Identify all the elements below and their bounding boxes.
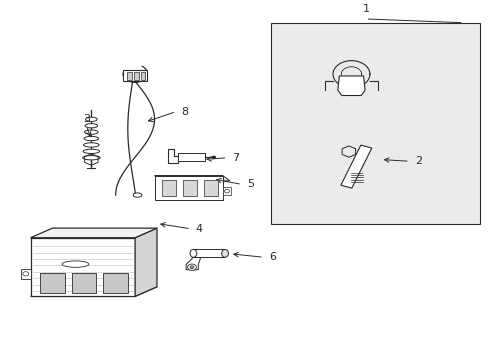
Polygon shape [168, 149, 178, 163]
Ellipse shape [190, 249, 197, 257]
Ellipse shape [83, 149, 100, 153]
Polygon shape [135, 228, 157, 296]
Bar [134, 72, 138, 80]
Text: 8: 8 [181, 107, 188, 117]
Text: 5: 5 [246, 179, 253, 189]
Ellipse shape [84, 136, 99, 141]
Ellipse shape [84, 130, 98, 134]
Polygon shape [30, 228, 157, 238]
Bar [271, 23, 479, 224]
Ellipse shape [221, 249, 228, 257]
Ellipse shape [85, 117, 97, 121]
Polygon shape [30, 238, 135, 296]
Polygon shape [186, 257, 201, 270]
Bar [222, 187, 231, 195]
Bar [141, 72, 145, 80]
Ellipse shape [83, 143, 99, 147]
Circle shape [187, 264, 196, 270]
Bar [183, 180, 197, 196]
Ellipse shape [133, 193, 142, 197]
Circle shape [190, 266, 194, 269]
Polygon shape [30, 287, 157, 296]
Bar [178, 153, 204, 161]
Bar [127, 72, 131, 80]
Polygon shape [154, 176, 222, 201]
Polygon shape [340, 145, 371, 188]
Bar [21, 269, 30, 279]
Ellipse shape [62, 261, 89, 267]
Bar [193, 249, 224, 257]
Bar [40, 273, 64, 293]
Ellipse shape [82, 156, 100, 160]
Circle shape [224, 189, 229, 193]
Text: 3: 3 [83, 114, 90, 124]
Bar [123, 70, 146, 81]
Text: 7: 7 [232, 153, 239, 163]
Circle shape [23, 272, 29, 276]
Ellipse shape [85, 123, 98, 128]
Ellipse shape [212, 156, 215, 158]
Bar [162, 180, 176, 196]
Text: 2: 2 [414, 156, 421, 166]
Bar [203, 180, 218, 196]
Bar [72, 273, 96, 293]
Text: 1: 1 [362, 4, 369, 14]
Bar [103, 273, 127, 293]
Text: 4: 4 [196, 224, 203, 234]
Polygon shape [154, 176, 229, 181]
Polygon shape [337, 76, 365, 95]
Text: 6: 6 [268, 252, 275, 262]
